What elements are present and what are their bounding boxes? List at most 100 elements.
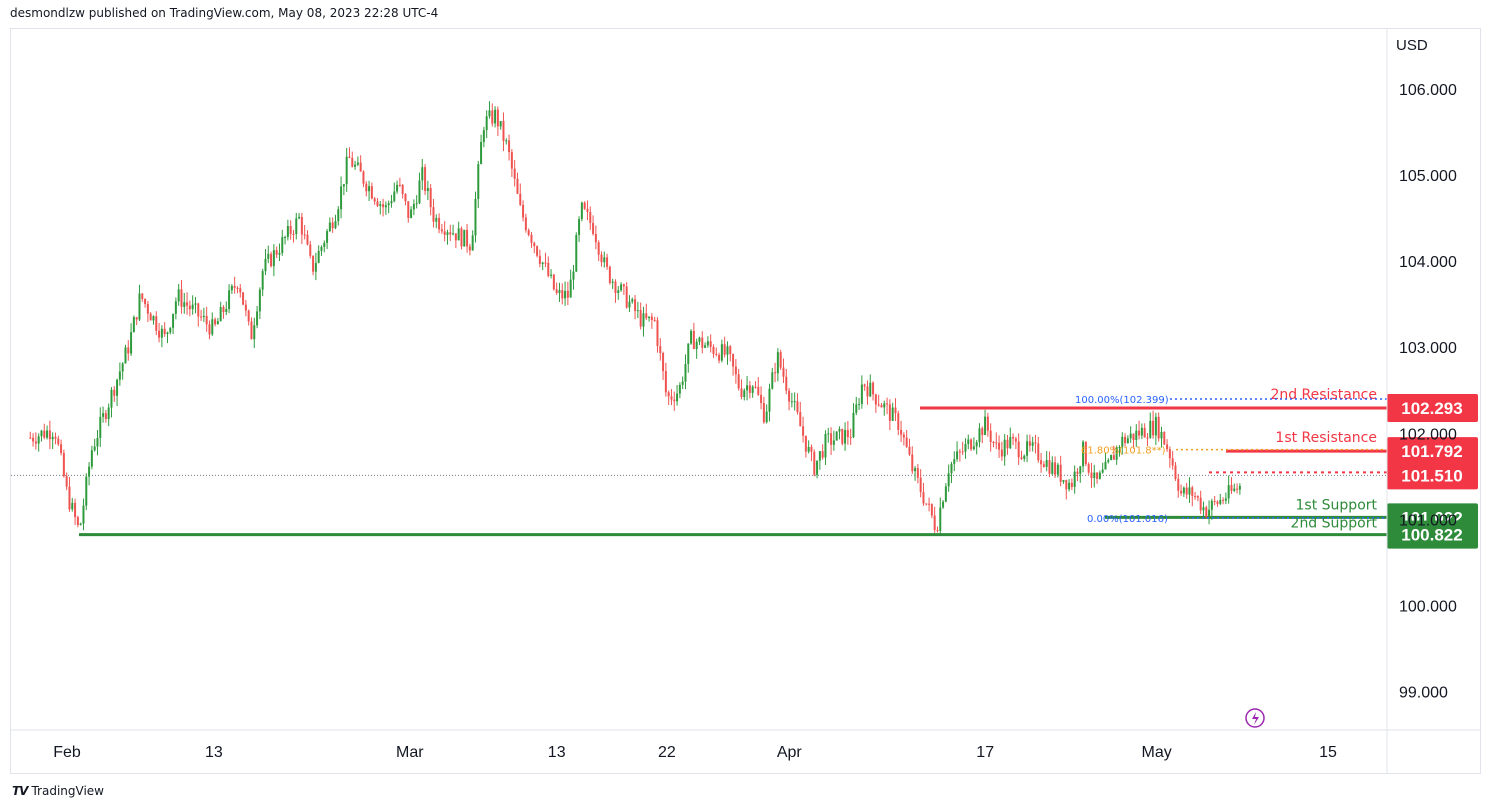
candle-down xyxy=(872,382,875,395)
candle-up xyxy=(611,281,614,283)
candle-down xyxy=(1174,465,1177,479)
candle-up xyxy=(1101,469,1104,473)
candle-down xyxy=(247,310,250,322)
candle-down xyxy=(664,371,667,393)
candle-down xyxy=(373,198,376,202)
candle-down xyxy=(849,437,852,439)
candle-down xyxy=(351,157,354,167)
candle-up xyxy=(393,191,396,202)
candle-up xyxy=(1149,420,1152,438)
y-tick-label: 101.000 xyxy=(1399,512,1457,529)
candle-up xyxy=(1121,436,1124,448)
publisher-caption: desmondlzw published on TradingView.com,… xyxy=(10,6,439,20)
candle-down xyxy=(300,216,303,235)
candle-up xyxy=(1082,441,1085,467)
candle-down xyxy=(589,211,592,223)
candle-down xyxy=(104,413,107,420)
candle-down xyxy=(530,234,533,243)
candle-up xyxy=(138,293,141,320)
candle-down xyxy=(407,201,410,219)
candle-down xyxy=(1185,487,1188,495)
candle-down xyxy=(592,222,595,234)
candle-up xyxy=(124,347,127,364)
candle-up xyxy=(967,439,970,444)
candle-down xyxy=(1028,441,1031,446)
candle-up xyxy=(471,235,474,251)
candle-down xyxy=(449,232,452,235)
candle-down xyxy=(970,439,973,450)
candle-down xyxy=(916,468,919,478)
candle-down xyxy=(634,299,637,311)
candle-down xyxy=(958,451,961,453)
candle-down xyxy=(583,202,586,209)
level-name-label: 2nd Resistance xyxy=(1270,387,1377,403)
candle-up xyxy=(488,110,491,117)
candle-down xyxy=(1054,462,1057,475)
level-name-label: 1st Support xyxy=(1296,497,1378,513)
candle-down xyxy=(34,441,37,444)
candle-down xyxy=(244,304,247,311)
candle-down xyxy=(303,234,306,236)
candle-down xyxy=(359,162,362,172)
candle-down xyxy=(424,167,427,192)
candle-down xyxy=(1087,464,1090,473)
candle-up xyxy=(572,271,575,280)
candle-up xyxy=(1210,500,1213,510)
candle-down xyxy=(995,442,998,444)
candle-down xyxy=(908,446,911,455)
candle-down xyxy=(443,231,446,235)
candle-up xyxy=(706,341,709,346)
candle-down xyxy=(886,403,889,405)
candle-down xyxy=(432,207,435,222)
candle-up xyxy=(950,463,953,474)
candle-up xyxy=(345,156,348,185)
candle-down xyxy=(645,313,648,319)
candle-down xyxy=(922,492,925,504)
candle-up xyxy=(687,343,690,365)
candle-up xyxy=(253,325,256,340)
candle-down xyxy=(510,152,513,169)
candle-up xyxy=(944,486,947,502)
candle-down xyxy=(1222,499,1225,501)
candle-up xyxy=(1126,438,1129,444)
candle-down xyxy=(897,413,900,430)
candle-up xyxy=(457,228,460,241)
candle-up xyxy=(972,446,975,450)
candle-down xyxy=(782,367,785,377)
candle-up xyxy=(160,328,163,338)
fib-label: 61.80%(101.8**) xyxy=(1081,446,1166,457)
candle-down xyxy=(1157,416,1160,439)
x-tick-label: Mar xyxy=(396,744,424,761)
candle-down xyxy=(692,330,695,349)
candle-down xyxy=(846,430,849,438)
candle-down xyxy=(712,346,715,355)
candle-up xyxy=(191,304,194,310)
candle-down xyxy=(986,416,989,431)
candle-up xyxy=(272,250,275,267)
lightning-icon xyxy=(1245,708,1265,728)
candle-down xyxy=(135,317,138,320)
x-tick-label: 15 xyxy=(1319,744,1337,761)
candle-up xyxy=(368,186,371,192)
candle-up xyxy=(1026,441,1029,456)
candle-up xyxy=(174,301,177,314)
candle-down xyxy=(438,217,441,230)
candle-up xyxy=(1068,482,1071,490)
candle-up xyxy=(340,186,343,210)
candle-up xyxy=(844,430,847,444)
price-tag-box xyxy=(1387,394,1478,423)
candle-up xyxy=(82,505,85,524)
candle-down xyxy=(961,451,964,453)
candle-up xyxy=(390,201,393,204)
candle-up xyxy=(690,330,693,344)
candle-down xyxy=(830,433,833,445)
y-tick-label: 104.000 xyxy=(1399,254,1457,271)
candle-down xyxy=(68,486,71,510)
candle-down xyxy=(622,284,625,287)
candle-up xyxy=(118,371,121,380)
candle-down xyxy=(233,285,236,288)
candle-down xyxy=(774,372,777,374)
candle-up xyxy=(942,501,945,508)
x-tick-label: Apr xyxy=(777,744,803,761)
